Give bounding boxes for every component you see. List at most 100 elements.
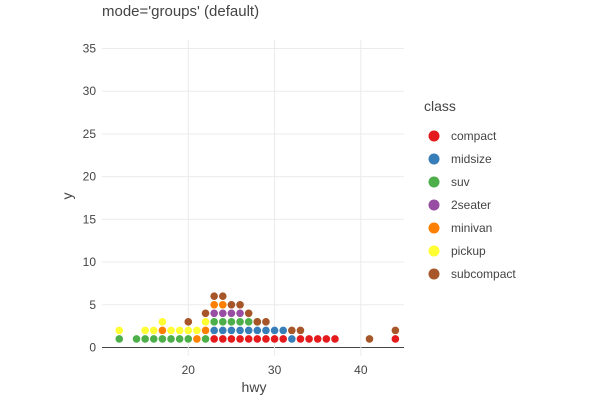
legend-marker [428, 245, 440, 257]
data-point [331, 335, 339, 343]
data-point [391, 326, 400, 335]
data-point [244, 309, 253, 318]
data-point [270, 335, 279, 343]
x-tick-label: 30 [268, 363, 282, 377]
legend-item-pickup[interactable]: pickup [428, 244, 487, 258]
legend-marker [428, 222, 440, 234]
data-point [322, 335, 331, 343]
data-point [210, 335, 218, 343]
data-point [184, 335, 193, 343]
data-point [184, 326, 193, 335]
data-point [296, 335, 305, 343]
legend-label: compact [451, 129, 497, 143]
data-point [279, 335, 288, 343]
data-point [227, 318, 236, 326]
data-point [141, 326, 149, 335]
y-axis-title: y [59, 193, 75, 200]
data-point [244, 318, 253, 326]
data-point [167, 326, 175, 335]
data-point [262, 335, 270, 343]
data-point [288, 326, 296, 335]
legend-label: pickup [451, 244, 486, 258]
data-point [227, 335, 236, 343]
data-point [115, 335, 124, 343]
data-point [236, 335, 244, 343]
gridlines [102, 40, 404, 356]
legend-label: suv [451, 175, 470, 189]
data-point [227, 300, 236, 309]
data-point [201, 335, 210, 343]
data-point [288, 335, 296, 343]
data-point [305, 335, 313, 343]
data-point [236, 318, 244, 326]
y-tick-label: 25 [83, 127, 97, 141]
data-point [219, 318, 227, 326]
series-compact [210, 335, 400, 343]
data-point [279, 326, 288, 335]
legend-item-2seater[interactable]: 2seater [428, 198, 492, 212]
data-point [210, 309, 218, 318]
data-point [201, 326, 210, 335]
data-point [219, 300, 227, 309]
data-point [115, 326, 124, 335]
data-point [262, 318, 270, 326]
legend-title: class [424, 98, 456, 114]
data-point [227, 309, 236, 318]
data-point [219, 335, 227, 343]
legend-marker [428, 176, 440, 188]
data-point [253, 326, 262, 335]
legend-marker [428, 130, 440, 142]
data-point [313, 335, 322, 343]
legend-marker [428, 268, 440, 280]
data-point [210, 300, 218, 309]
data-point [219, 292, 227, 301]
data-point [210, 326, 218, 335]
legend-label: 2seater [451, 198, 491, 212]
legend-item-minivan[interactable]: minivan [428, 221, 493, 235]
data-point [132, 335, 141, 343]
data-point [253, 318, 262, 326]
legend-item-compact[interactable]: compact [428, 129, 498, 143]
data-point [296, 326, 305, 335]
data-point [184, 318, 193, 326]
legend-item-subcompact[interactable]: subcompact [428, 267, 517, 281]
chart-title: mode='groups' (default) [102, 3, 259, 20]
data-point [175, 335, 184, 343]
legend-item-midsize[interactable]: midsize [428, 152, 493, 166]
x-axis-title: hwy [242, 379, 267, 395]
data-point [141, 335, 149, 343]
data-point [149, 326, 158, 335]
data-point [210, 292, 218, 301]
data-point [236, 309, 244, 318]
series-midsize [210, 326, 296, 343]
y-tick-label: 35 [83, 42, 97, 56]
data-point [201, 318, 210, 326]
series-pickup [115, 318, 210, 335]
data-point [391, 335, 400, 343]
series-minivan [158, 300, 227, 343]
legend-marker [428, 153, 440, 165]
legend-label: minivan [451, 221, 492, 235]
data-points [115, 292, 400, 343]
data-point [270, 326, 279, 335]
data-point [149, 335, 158, 343]
data-point [210, 318, 218, 326]
data-point [253, 335, 262, 343]
data-point [262, 326, 270, 335]
series-2seater [210, 309, 244, 318]
data-point [219, 326, 227, 335]
data-point [193, 335, 201, 343]
data-point [175, 326, 184, 335]
y-tick-label: 0 [89, 340, 96, 354]
x-tick-label: 20 [182, 363, 196, 377]
data-point [236, 326, 244, 335]
y-tick-label: 5 [89, 298, 96, 312]
legend-label: subcompact [451, 267, 516, 281]
legend-label: midsize [451, 152, 492, 166]
data-point [227, 326, 236, 335]
data-point [167, 335, 175, 343]
legend-item-suv[interactable]: suv [428, 175, 470, 189]
data-point [365, 335, 374, 343]
y-tick-label: 10 [83, 255, 97, 269]
